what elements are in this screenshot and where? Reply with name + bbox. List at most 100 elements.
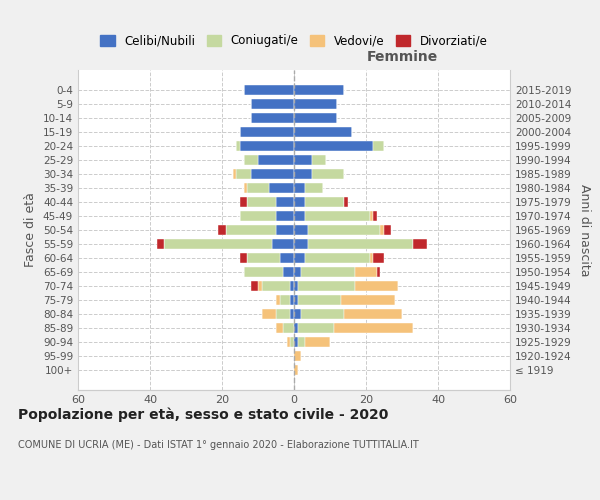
Bar bbox=[294, 112, 337, 124]
Bar bbox=[305, 210, 370, 222]
Bar bbox=[247, 182, 269, 194]
Bar bbox=[334, 322, 413, 334]
Bar bbox=[226, 224, 276, 235]
Bar bbox=[236, 168, 251, 179]
Bar bbox=[294, 140, 373, 151]
Bar bbox=[276, 308, 290, 320]
Bar bbox=[294, 322, 298, 334]
Bar bbox=[384, 224, 391, 235]
Bar bbox=[308, 224, 380, 235]
Bar bbox=[294, 280, 298, 291]
Bar bbox=[290, 336, 294, 347]
Bar bbox=[373, 252, 384, 264]
Bar bbox=[251, 98, 294, 110]
Bar bbox=[294, 308, 301, 320]
Bar bbox=[308, 238, 413, 250]
Bar bbox=[290, 280, 294, 291]
Bar bbox=[373, 210, 377, 222]
Bar bbox=[294, 154, 312, 166]
Bar bbox=[294, 126, 352, 138]
Bar bbox=[251, 112, 294, 124]
Bar bbox=[251, 168, 294, 179]
Bar bbox=[258, 280, 262, 291]
Bar bbox=[370, 252, 373, 264]
Bar bbox=[380, 224, 384, 235]
Bar bbox=[294, 210, 305, 222]
Bar bbox=[272, 238, 294, 250]
Bar bbox=[276, 224, 294, 235]
Bar bbox=[305, 336, 330, 347]
Bar bbox=[287, 336, 290, 347]
Bar bbox=[276, 322, 283, 334]
Bar bbox=[312, 168, 344, 179]
Bar bbox=[240, 210, 276, 222]
Bar bbox=[355, 280, 398, 291]
Bar bbox=[280, 252, 294, 264]
Bar bbox=[294, 196, 305, 207]
Bar bbox=[276, 196, 294, 207]
Bar bbox=[344, 196, 348, 207]
Bar bbox=[294, 182, 305, 194]
Bar bbox=[373, 140, 384, 151]
Bar bbox=[294, 98, 337, 110]
Bar bbox=[218, 224, 226, 235]
Bar bbox=[240, 140, 294, 151]
Y-axis label: Fasce di età: Fasce di età bbox=[25, 192, 37, 268]
Bar bbox=[294, 238, 308, 250]
Bar bbox=[370, 210, 373, 222]
Bar bbox=[240, 252, 247, 264]
Bar bbox=[305, 196, 344, 207]
Bar bbox=[262, 280, 290, 291]
Text: Popolazione per età, sesso e stato civile - 2020: Popolazione per età, sesso e stato civil… bbox=[18, 408, 388, 422]
Bar bbox=[294, 168, 312, 179]
Bar bbox=[298, 294, 341, 306]
Bar bbox=[298, 336, 305, 347]
Bar bbox=[240, 196, 247, 207]
Bar bbox=[240, 126, 294, 138]
Bar bbox=[276, 210, 294, 222]
Bar bbox=[276, 294, 280, 306]
Bar bbox=[247, 196, 276, 207]
Legend: Celibi/Nubili, Coniugati/e, Vedovi/e, Divorziati/e: Celibi/Nubili, Coniugati/e, Vedovi/e, Di… bbox=[100, 34, 488, 48]
Bar bbox=[294, 364, 298, 376]
Bar bbox=[298, 280, 355, 291]
Bar bbox=[290, 294, 294, 306]
Bar bbox=[283, 322, 294, 334]
Bar bbox=[298, 322, 334, 334]
Bar bbox=[344, 308, 402, 320]
Bar bbox=[312, 154, 326, 166]
Bar bbox=[236, 140, 240, 151]
Bar bbox=[157, 238, 164, 250]
Bar bbox=[258, 154, 294, 166]
Bar bbox=[244, 154, 258, 166]
Bar bbox=[283, 266, 294, 278]
Bar bbox=[355, 266, 377, 278]
Bar bbox=[294, 224, 308, 235]
Bar bbox=[164, 238, 272, 250]
Text: COMUNE DI UCRIA (ME) - Dati ISTAT 1° gennaio 2020 - Elaborazione TUTTITALIA.IT: COMUNE DI UCRIA (ME) - Dati ISTAT 1° gen… bbox=[18, 440, 419, 450]
Text: Femmine: Femmine bbox=[367, 50, 437, 64]
Bar bbox=[244, 266, 283, 278]
Bar bbox=[294, 294, 298, 306]
Bar bbox=[294, 84, 344, 96]
Bar bbox=[262, 308, 276, 320]
Bar bbox=[305, 252, 370, 264]
Bar bbox=[341, 294, 395, 306]
Bar bbox=[294, 336, 298, 347]
Bar bbox=[294, 252, 305, 264]
Bar bbox=[251, 280, 258, 291]
Y-axis label: Anni di nascita: Anni di nascita bbox=[578, 184, 591, 276]
Bar bbox=[305, 182, 323, 194]
Bar bbox=[269, 182, 294, 194]
Bar bbox=[301, 308, 344, 320]
Bar bbox=[244, 84, 294, 96]
Bar bbox=[413, 238, 427, 250]
Bar bbox=[301, 266, 355, 278]
Bar bbox=[294, 350, 301, 362]
Bar bbox=[233, 168, 236, 179]
Bar bbox=[294, 266, 301, 278]
Bar bbox=[377, 266, 380, 278]
Bar bbox=[244, 182, 247, 194]
Bar bbox=[280, 294, 290, 306]
Bar bbox=[247, 252, 280, 264]
